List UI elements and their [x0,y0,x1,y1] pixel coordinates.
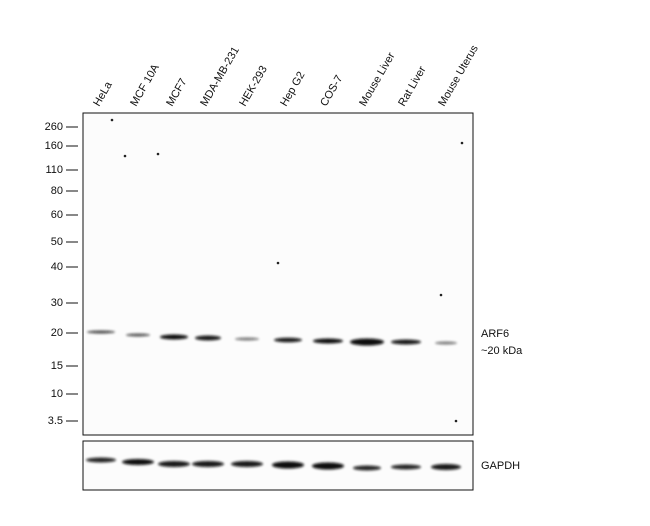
marker-label: 260 [45,121,63,133]
marker-label: 40 [51,261,63,273]
speck [439,293,443,297]
control-band [431,464,461,470]
main-blot [82,112,474,436]
control-band [272,461,304,469]
target-band [87,330,115,334]
target-band [126,333,150,337]
control-band [192,461,224,467]
target-band [391,339,421,345]
target-label: ARF6 [481,328,509,340]
marker-label: 10 [51,388,63,400]
bands [86,118,464,471]
speck [276,261,280,265]
lane-label: MCF 10A [128,62,162,109]
speck [156,152,160,156]
target-band [435,341,457,345]
lane-label: Rat Liver [396,64,429,108]
marker-label: 50 [51,236,63,248]
lane-label: Hep G2 [278,70,307,109]
lane-label: HeLa [91,79,115,109]
lane-label: Mouse Uterus [436,43,481,109]
speck [454,419,458,423]
target-band [235,337,259,341]
lane-label: MDA-MB-231 [198,45,242,109]
target-size: ~20 kDa [481,345,523,357]
control-band [122,459,154,465]
marker-label: 30 [51,297,63,309]
target-band [274,337,302,343]
speck [460,141,464,145]
control-band [231,461,263,467]
target-band [195,335,221,341]
target-band [313,338,343,344]
control-band [391,464,421,470]
control-band [312,462,344,470]
marker-label: 20 [51,327,63,339]
marker-label: 3.5 [48,415,63,427]
lane-label: COS-7 [318,73,345,108]
speck [110,118,114,122]
lane-label: Mouse Liver [357,50,398,108]
marker-label: 160 [45,140,63,152]
lane-label: HEK-293 [237,64,270,109]
speck [123,154,127,158]
marker-label: 110 [45,164,63,176]
marker-label: 80 [51,185,63,197]
lane-label: MCF7 [164,77,189,109]
target-band [350,338,384,346]
marker-label: 60 [51,209,63,221]
control-band [353,465,381,471]
control-label: GAPDH [481,460,520,472]
marker-label: 15 [51,360,63,372]
control-band [158,461,190,467]
target-band [160,334,188,340]
control-band [86,457,116,463]
